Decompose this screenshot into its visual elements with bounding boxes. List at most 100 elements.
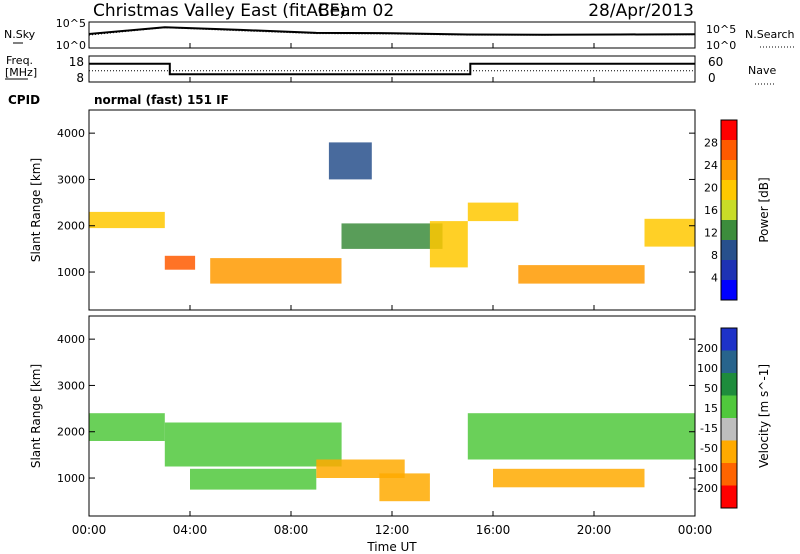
noise-left-tick-bottom: 10^0: [56, 39, 86, 52]
velocity-colorbar-tick-2: 50: [704, 382, 718, 395]
power-colorbar-tick-1: 24: [704, 159, 718, 172]
power-colorbar-swatch-3: [721, 180, 737, 201]
power-ytick-label-1000: 1000: [57, 266, 85, 279]
velocity-colorbar-swatch-0: [721, 328, 737, 351]
velocity-features: [89, 413, 696, 502]
noise-left-label: N.Sky: [4, 28, 36, 41]
noise-right-label: N.Search: [745, 28, 795, 41]
noise-series: [88, 26, 696, 36]
power-ytick-label-3000: 3000: [57, 173, 85, 186]
power-feature-0: [89, 211, 165, 229]
velocity-feature-4: [379, 473, 430, 502]
x-tick-label-6: 00:00: [678, 523, 713, 537]
velocity-colorbar-frame: [720, 327, 738, 509]
cpid-value: normal (fast) 151 IF: [94, 93, 229, 107]
x-axis: 00:00 04:00 08:00 12:00 16:00 20:00 00:00: [72, 43, 713, 537]
velocity-colorbar-swatch-1: [721, 350, 737, 374]
freq-line: [89, 62, 695, 76]
velocity-colorbar-swatch-4: [721, 418, 737, 441]
power-colorbar-swatch-8: [721, 280, 737, 301]
freq-series: [89, 62, 695, 76]
velocity-colorbar-swatch-7: [721, 485, 737, 509]
cpid-label: CPID: [8, 93, 40, 107]
power-feature-4: [341, 223, 443, 249]
power-feature-6: [467, 202, 519, 222]
power-ytick-label-2000: 2000: [57, 220, 85, 233]
velocity-ytick-label-2000: 2000: [57, 426, 85, 439]
velocity-colorbar-swatch-3: [721, 395, 737, 419]
velocity-colorbar-swatch-5: [721, 440, 737, 464]
power-ytick-label-4000: 4000: [57, 127, 85, 140]
power-feature-7: [518, 265, 645, 284]
x-axis-label: Time UT: [366, 540, 417, 554]
x-tick-label-0: 00:00: [72, 523, 107, 537]
power-features: [89, 142, 695, 284]
power-colorbar-frame: [720, 119, 738, 301]
velocity-colorbar-tick-6: -100: [693, 462, 718, 475]
freq-panel: Freq. [MHz] 18 8 60 0 Nave: [5, 54, 776, 85]
x-tick-label-1: 04:00: [173, 523, 208, 537]
velocity-colorbar-swatch-2: [721, 373, 737, 396]
freq-left-label-2: [MHz]: [5, 66, 37, 79]
power-colorbar-swatch-6: [721, 240, 737, 261]
beam-label: Beam 02: [318, 1, 394, 21]
x-tick-label-3: 12:00: [375, 523, 410, 537]
x-tick-label-4: 16:00: [476, 523, 511, 537]
power-yticks: 1000 2000 3000 4000: [57, 127, 695, 279]
power-ylabel: Slant Range [km]: [29, 158, 43, 262]
velocity-colorbar-tick-3: 15: [704, 402, 718, 415]
velocity-ytick-label-3000: 3000: [57, 379, 85, 392]
velocity-yticks: 1000 2000 3000 4000: [57, 333, 695, 485]
velocity-feature-3: [316, 459, 405, 478]
power-colorbar-swatch-5: [721, 220, 737, 241]
power-colorbar-swatch-7: [721, 260, 737, 281]
x-tick-label-2: 08:00: [274, 523, 309, 537]
power-feature-5: [429, 221, 468, 268]
power-colorbar-tick-4: 12: [704, 227, 718, 240]
freq-left-tick-top: 18: [69, 55, 84, 69]
velocity-colorbar-label: Velocity [m s^-1]: [757, 364, 771, 468]
freq-left-label-1: Freq.: [6, 54, 33, 67]
velocity-feature-5: [467, 413, 696, 460]
x-tick-label-5: 20:00: [577, 523, 612, 537]
power-feature-1: [164, 255, 196, 270]
freq-right-tick-bottom: 0: [708, 71, 716, 85]
power-feature-3: [328, 142, 372, 180]
velocity-colorbar-tick-7: -200: [693, 482, 718, 495]
velocity-feature-1: [164, 422, 342, 467]
power-colorbar-swatch-4: [721, 200, 737, 221]
power-colorbar-swatch-0: [721, 120, 737, 141]
power-colorbar-swatch-1: [721, 140, 737, 161]
velocity-colorbar-swatch-6: [721, 463, 737, 486]
power-feature-2: [210, 258, 342, 284]
date-label: 28/Apr/2013: [588, 1, 694, 21]
power-colorbar: 28 24 20 16 12 8 4: [704, 119, 738, 301]
velocity-colorbar: 200 100 50 15 -15 -50 -100 -200: [693, 327, 738, 509]
power-colorbar-label: Power [dB]: [757, 177, 771, 242]
noise-right-tick-bottom: 10^0: [706, 39, 736, 52]
noise-line-0: [88, 26, 696, 36]
power-feature-8: [644, 218, 695, 247]
noise-left-tick-top: 10^5: [56, 17, 86, 30]
velocity-feature-2: [190, 468, 317, 490]
velocity-feature-0: [89, 413, 165, 441]
power-colorbar-tick-3: 16: [704, 204, 718, 217]
power-colorbar-swatch-2: [721, 160, 737, 181]
power-panel: 1000 2000 3000 4000 Slant Range [km] 28 24 20…: [29, 109, 771, 311]
power-colorbar-tick-6: 4: [711, 272, 718, 285]
velocity-ytick-label-1000: 1000: [57, 472, 85, 485]
noise-panel: N.Sky 10^5 10^0 10^5 10^0 N.Search: [4, 17, 796, 52]
velocity-ylabel: Slant Range [km]: [29, 364, 43, 468]
power-colorbar-tick-0: 28: [704, 137, 718, 150]
power-colorbar-tick-2: 20: [704, 182, 718, 195]
freq-right-tick-top: 60: [708, 55, 723, 69]
noise-line-1: [88, 27, 695, 36]
velocity-colorbar-tick-0: 200: [697, 342, 718, 355]
freq-left-tick-bottom: 8: [76, 71, 84, 85]
velocity-ytick-label-4000: 4000: [57, 333, 85, 346]
velocity-colorbar-tick-1: 100: [697, 362, 718, 375]
noise-right-tick-top: 10^5: [706, 23, 736, 36]
power-colorbar-tick-5: 8: [711, 249, 718, 262]
